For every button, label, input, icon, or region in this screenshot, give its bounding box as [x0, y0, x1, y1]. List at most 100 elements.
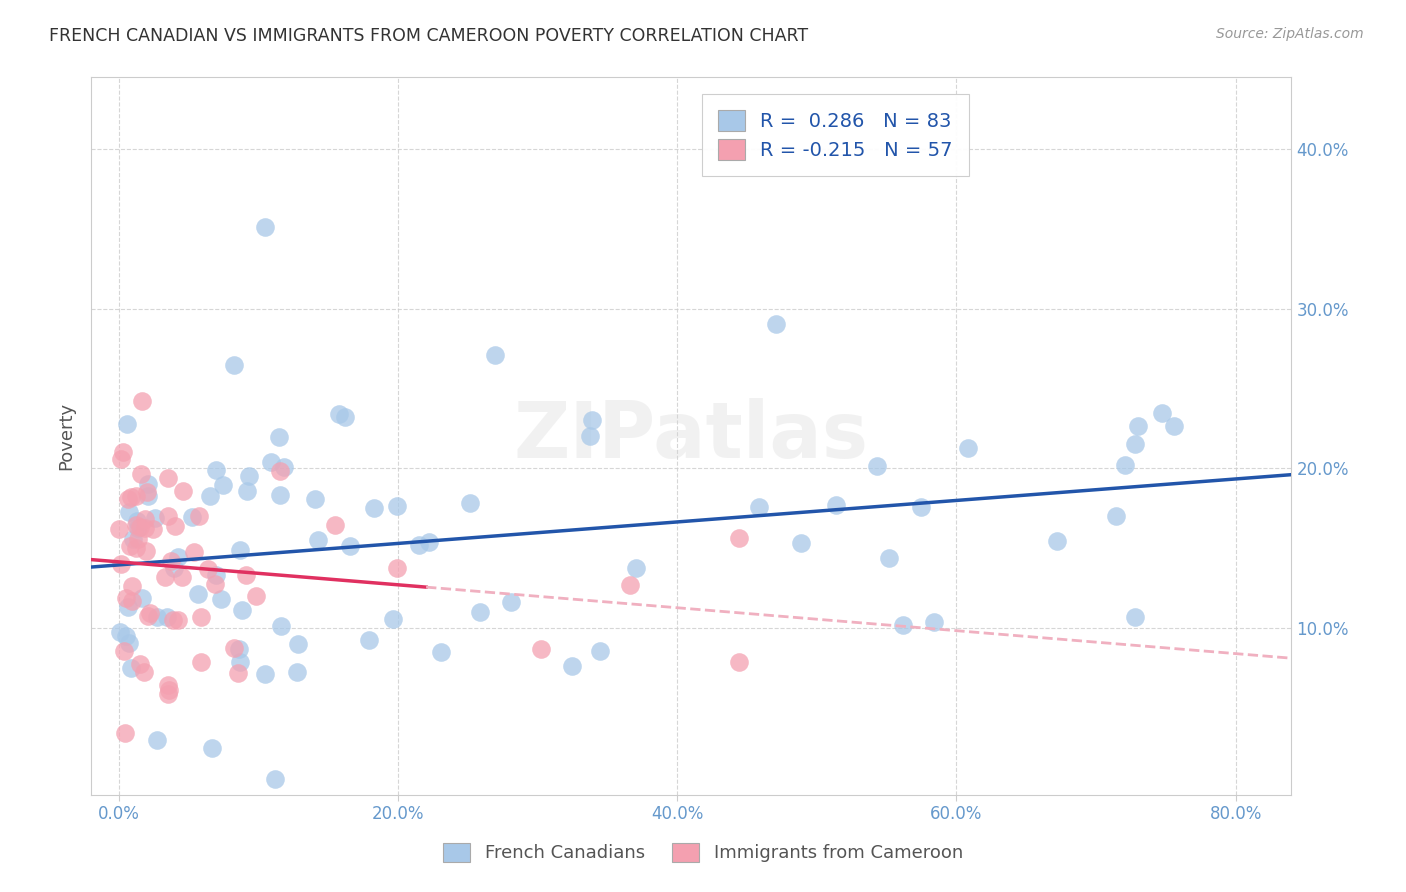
Point [530, 641, 553, 656]
Point [190, 610, 212, 624]
Point [197, 562, 219, 576]
Point [1128, 418, 1150, 433]
Point [110, 557, 132, 571]
Point [273, 460, 295, 475]
Point [267, 430, 290, 444]
Legend: French Canadians, Immigrants from Cameroon: French Canadians, Immigrants from Camero… [436, 836, 970, 870]
Point [187, 508, 209, 523]
Point [183, 544, 205, 558]
Point [1150, 406, 1173, 420]
Point [128, 657, 150, 672]
Point [138, 607, 160, 621]
Point [285, 665, 308, 679]
Point [228, 655, 250, 669]
Point [748, 500, 770, 514]
Point [765, 317, 787, 331]
Point [172, 483, 194, 498]
Point [222, 640, 245, 655]
Point [127, 532, 149, 546]
Point [127, 521, 149, 535]
Point [561, 659, 583, 673]
Point [304, 492, 326, 507]
Point [110, 451, 132, 466]
Point [484, 348, 506, 362]
Point [922, 615, 945, 629]
Point [165, 518, 187, 533]
Point [129, 519, 152, 533]
Point [134, 521, 156, 535]
Point [382, 612, 405, 626]
Point [114, 725, 136, 739]
Point [156, 610, 179, 624]
Point [163, 561, 186, 575]
Point [122, 533, 145, 547]
Point [204, 568, 226, 582]
Point [1114, 458, 1136, 472]
Point [120, 661, 142, 675]
Point [339, 539, 361, 553]
Point [156, 508, 179, 523]
Point [124, 489, 146, 503]
Point [118, 505, 141, 519]
Point [589, 644, 612, 658]
Point [187, 587, 209, 601]
Point [134, 665, 156, 680]
Point [335, 410, 357, 425]
Point [385, 499, 408, 513]
Point [172, 570, 194, 584]
Point [359, 633, 381, 648]
Point [112, 644, 135, 658]
Point [117, 417, 139, 431]
Point [956, 441, 979, 455]
Legend: R =  0.286   N = 83, R = -0.215   N = 57: R = 0.286 N = 83, R = -0.215 N = 57 [702, 95, 969, 176]
Point [728, 531, 751, 545]
Point [112, 445, 135, 459]
Point [728, 655, 751, 669]
Point [238, 468, 260, 483]
Point [581, 413, 603, 427]
Point [118, 539, 141, 553]
Point [157, 683, 180, 698]
Point [236, 483, 259, 498]
Point [181, 509, 204, 524]
Point [418, 535, 440, 549]
Point [1123, 437, 1146, 451]
Point [235, 568, 257, 582]
Point [117, 599, 139, 614]
Point [134, 512, 156, 526]
Point [135, 543, 157, 558]
Point [408, 538, 430, 552]
Point [146, 610, 169, 624]
Text: ZIPatlas: ZIPatlas [513, 398, 869, 475]
Point [201, 740, 224, 755]
Point [156, 471, 179, 485]
Point [260, 455, 283, 469]
Point [211, 591, 233, 606]
Text: Source: ZipAtlas.com: Source: ZipAtlas.com [1216, 27, 1364, 41]
Point [125, 517, 148, 532]
Point [108, 522, 131, 536]
Point [866, 459, 889, 474]
Point [363, 501, 385, 516]
Point [253, 667, 276, 681]
Point [468, 605, 491, 619]
Point [156, 688, 179, 702]
Point [270, 619, 292, 633]
Point [135, 485, 157, 500]
Point [1163, 419, 1185, 434]
Point [307, 533, 329, 548]
Point [121, 579, 143, 593]
Point [129, 467, 152, 482]
Point [121, 594, 143, 608]
Point [224, 358, 246, 372]
Y-axis label: Poverty: Poverty [58, 402, 75, 470]
Point [910, 500, 932, 515]
Point [157, 678, 180, 692]
Point [1046, 534, 1069, 549]
Point [877, 550, 900, 565]
Point [167, 613, 190, 627]
Point [212, 478, 235, 492]
Point [120, 490, 142, 504]
Point [138, 489, 160, 503]
Point [893, 617, 915, 632]
